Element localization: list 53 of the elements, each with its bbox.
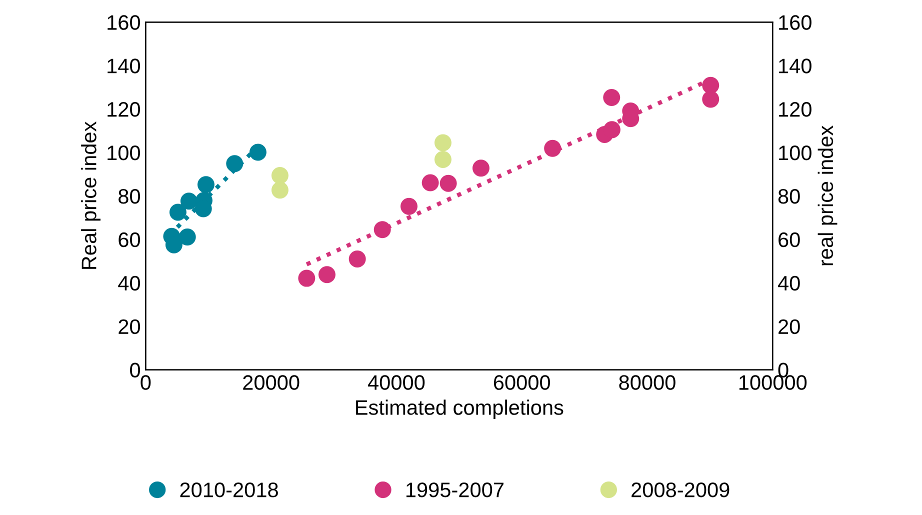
y-tick-label: 160: [108, 15, 140, 30]
legend-label: 2010-2018: [180, 482, 278, 498]
point: [434, 150, 452, 168]
y2-axis-title: real price index: [818, 126, 838, 266]
y-tick-label: 140: [108, 58, 140, 74]
y-tick-label: 0: [130, 362, 140, 378]
y-tick-label: 20: [118, 319, 140, 334]
point: [169, 204, 186, 221]
x-tick-label: 40000: [368, 375, 425, 390]
x-tick-label: 100000: [739, 375, 807, 390]
y2-tick-label: 40: [778, 276, 800, 291]
y-tick-label: 80: [118, 188, 140, 204]
y-tick-label: 40: [118, 276, 140, 291]
point: [603, 89, 620, 106]
y-tick-label: 60: [118, 232, 140, 248]
y2-tick-label: 0: [778, 362, 788, 378]
point: [603, 121, 620, 138]
point: [226, 155, 244, 172]
y-axis-title: Real price index: [81, 121, 101, 269]
point: [440, 174, 457, 192]
point: [197, 176, 214, 194]
point: [348, 250, 366, 268]
point: [180, 192, 198, 210]
point: [702, 76, 720, 94]
x-tick-label: 80000: [619, 375, 676, 390]
y2-tick-label: 60: [778, 232, 800, 248]
y2-tick-label: 20: [778, 319, 800, 334]
y2-tick-label: 140: [779, 58, 812, 74]
x-tick-label: 0: [140, 375, 151, 390]
y2-tick-label: 160: [779, 15, 812, 30]
point: [178, 228, 196, 246]
y2-tick-label: 120: [779, 102, 812, 117]
point: [702, 90, 720, 108]
legend-label: 1995-2007: [406, 482, 504, 498]
point: [544, 140, 562, 157]
point: [318, 266, 336, 284]
x-tick-label: 60000: [494, 375, 550, 390]
point: [400, 198, 418, 215]
point: [271, 167, 288, 184]
legend-label: 2008-2009: [632, 482, 730, 498]
point: [472, 160, 490, 177]
y2-tick-label: 80: [778, 188, 800, 204]
y-tick-label: 120: [108, 102, 140, 117]
point: [434, 134, 452, 152]
y2-tick-label: 100: [779, 146, 812, 160]
point: [374, 221, 391, 238]
point: [249, 144, 266, 161]
point: [422, 174, 439, 192]
x-axis-title: Estimated completions: [356, 400, 564, 420]
point: [298, 270, 316, 287]
x-tick-label: 20000: [243, 375, 300, 390]
point: [271, 182, 288, 199]
y-tick-label: 100: [108, 146, 140, 160]
